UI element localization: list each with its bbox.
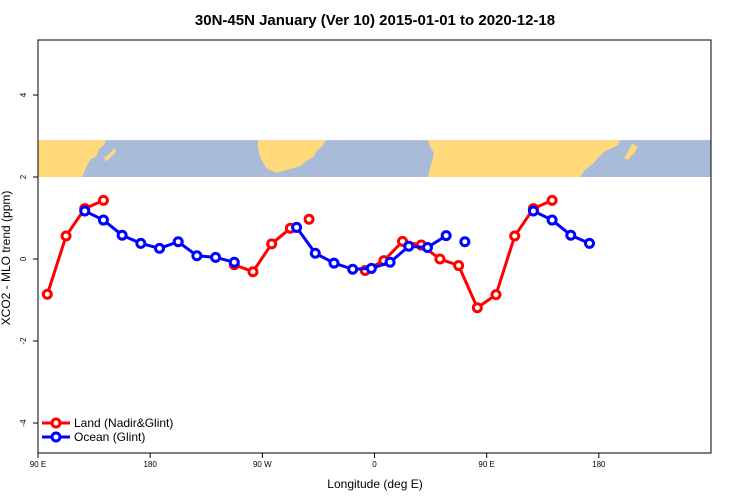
y-tick-label: 0 [19,256,28,261]
map-land-0 [38,140,106,177]
x-tick-label: 90 E [478,460,494,469]
x-axis-ticks: 90 E 180 90 W 0 90 E 180 [30,453,606,469]
data-point-ocean [210,251,222,263]
data-point-ocean [347,263,359,275]
data-point-ocean [291,221,303,233]
data-point-ocean [384,256,396,268]
map-land-4 [104,148,116,162]
data-point-ocean [328,257,340,269]
data-point-ocean [365,262,377,274]
data-point-land [453,260,465,272]
data-point-ocean [309,247,321,259]
x-tick-label: 180 [143,460,157,469]
data-point-ocean [191,250,203,262]
series-ocean [79,205,595,275]
legend-ocean-label: Ocean (Glint) [74,430,145,444]
series-line-land [233,227,292,274]
y-tick-label: 2 [19,174,28,179]
data-point-ocean [172,236,184,248]
legend-land-marker [50,417,62,429]
series-land [41,194,558,314]
data-point-ocean [565,229,577,241]
data-point-land [97,194,109,206]
data-point-ocean [135,237,147,249]
data-point-ocean [228,256,240,268]
data-point-ocean [421,242,433,254]
data-point-land [60,230,72,242]
legend-ocean-marker [50,431,62,443]
y-tick-label: 4 [19,92,28,97]
data-point-land [266,238,278,250]
world-map-strip [38,140,711,177]
x-axis-label: Longitude (deg E) [327,477,422,491]
map-land-1 [258,140,326,173]
chart-title: 30N-45N January (Ver 10) 2015-01-01 to 2… [195,12,555,29]
data-point-land [303,213,315,225]
data-point-land [434,253,446,265]
data-point-land [509,230,521,242]
map-land-2 [428,140,620,177]
data-point-ocean [459,236,471,248]
data-point-ocean [154,242,166,254]
x-tick-label: 90 W [253,460,272,469]
y-axis-label: XCO2 - MLO trend (ppm) [0,191,13,326]
x-tick-label: 0 [372,460,377,469]
data-point-ocean [403,240,415,252]
data-point-land [490,289,502,301]
y-tick-label: -2 [19,337,28,345]
data-point-land [471,302,483,314]
series-layer [41,194,595,314]
x-tick-label: 90 E [30,460,46,469]
series-line-land [364,198,553,310]
data-point-ocean [527,205,539,217]
legend: Land (Nadir&Glint) Ocean (Glint) [42,416,173,444]
data-point-land [247,266,259,278]
series-line-land [45,198,105,295]
y-tick-label: -4 [19,419,28,427]
data-point-land [546,194,558,206]
data-point-ocean [583,237,595,249]
legend-land-label: Land (Nadir&Glint) [74,416,173,430]
data-point-ocean [97,214,109,226]
map-land-3 [624,143,638,160]
data-point-ocean [79,205,91,217]
data-point-ocean [440,230,452,242]
data-point-ocean [546,214,558,226]
data-point-ocean [116,229,128,241]
data-point-land [41,288,53,300]
series-line-ocean [532,209,591,245]
y-axis-ticks: -4 -2 0 2 4 [19,92,38,427]
x-tick-label: 180 [592,460,606,469]
